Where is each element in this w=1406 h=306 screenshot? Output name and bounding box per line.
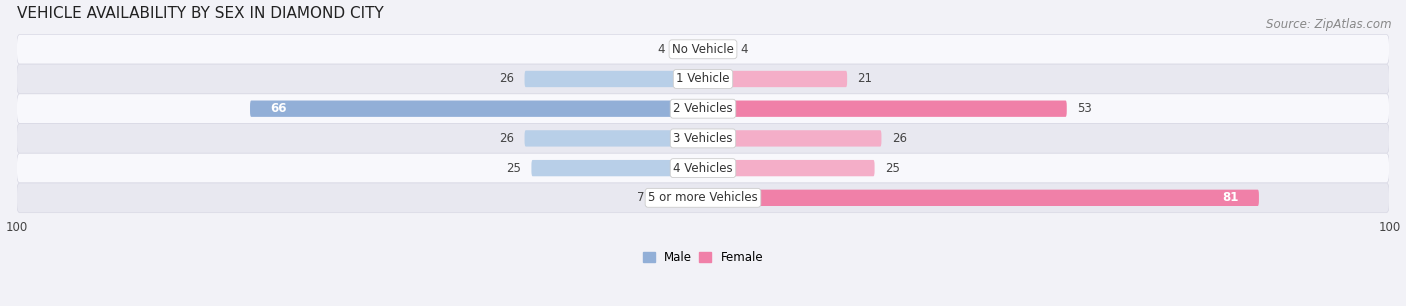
Text: 53: 53 [1077, 102, 1092, 115]
FancyBboxPatch shape [655, 190, 703, 206]
Text: Source: ZipAtlas.com: Source: ZipAtlas.com [1267, 18, 1392, 31]
FancyBboxPatch shape [250, 101, 703, 117]
FancyBboxPatch shape [703, 71, 848, 87]
Text: 7: 7 [637, 191, 645, 204]
Text: 4: 4 [741, 43, 748, 56]
FancyBboxPatch shape [703, 101, 1067, 117]
Text: 4 Vehicles: 4 Vehicles [673, 162, 733, 175]
Text: 3 Vehicles: 3 Vehicles [673, 132, 733, 145]
Text: 4: 4 [658, 43, 665, 56]
Text: No Vehicle: No Vehicle [672, 43, 734, 56]
FancyBboxPatch shape [17, 94, 1389, 124]
Text: 21: 21 [858, 73, 872, 85]
FancyBboxPatch shape [17, 183, 1389, 213]
FancyBboxPatch shape [17, 153, 1389, 183]
Text: 1 Vehicle: 1 Vehicle [676, 73, 730, 85]
Text: 2 Vehicles: 2 Vehicles [673, 102, 733, 115]
FancyBboxPatch shape [17, 64, 1389, 94]
FancyBboxPatch shape [703, 130, 882, 147]
Text: 26: 26 [891, 132, 907, 145]
Text: 5 or more Vehicles: 5 or more Vehicles [648, 191, 758, 204]
Text: 81: 81 [1222, 191, 1239, 204]
FancyBboxPatch shape [675, 41, 703, 58]
Legend: Male, Female: Male, Female [638, 246, 768, 269]
Text: 26: 26 [499, 132, 515, 145]
Text: 26: 26 [499, 73, 515, 85]
FancyBboxPatch shape [531, 160, 703, 176]
Text: 66: 66 [270, 102, 287, 115]
FancyBboxPatch shape [703, 190, 1258, 206]
Text: VEHICLE AVAILABILITY BY SEX IN DIAMOND CITY: VEHICLE AVAILABILITY BY SEX IN DIAMOND C… [17, 6, 384, 21]
FancyBboxPatch shape [524, 130, 703, 147]
FancyBboxPatch shape [17, 124, 1389, 153]
FancyBboxPatch shape [17, 34, 1389, 64]
FancyBboxPatch shape [703, 41, 731, 58]
Text: 25: 25 [884, 162, 900, 175]
FancyBboxPatch shape [524, 71, 703, 87]
Text: 25: 25 [506, 162, 522, 175]
FancyBboxPatch shape [703, 160, 875, 176]
